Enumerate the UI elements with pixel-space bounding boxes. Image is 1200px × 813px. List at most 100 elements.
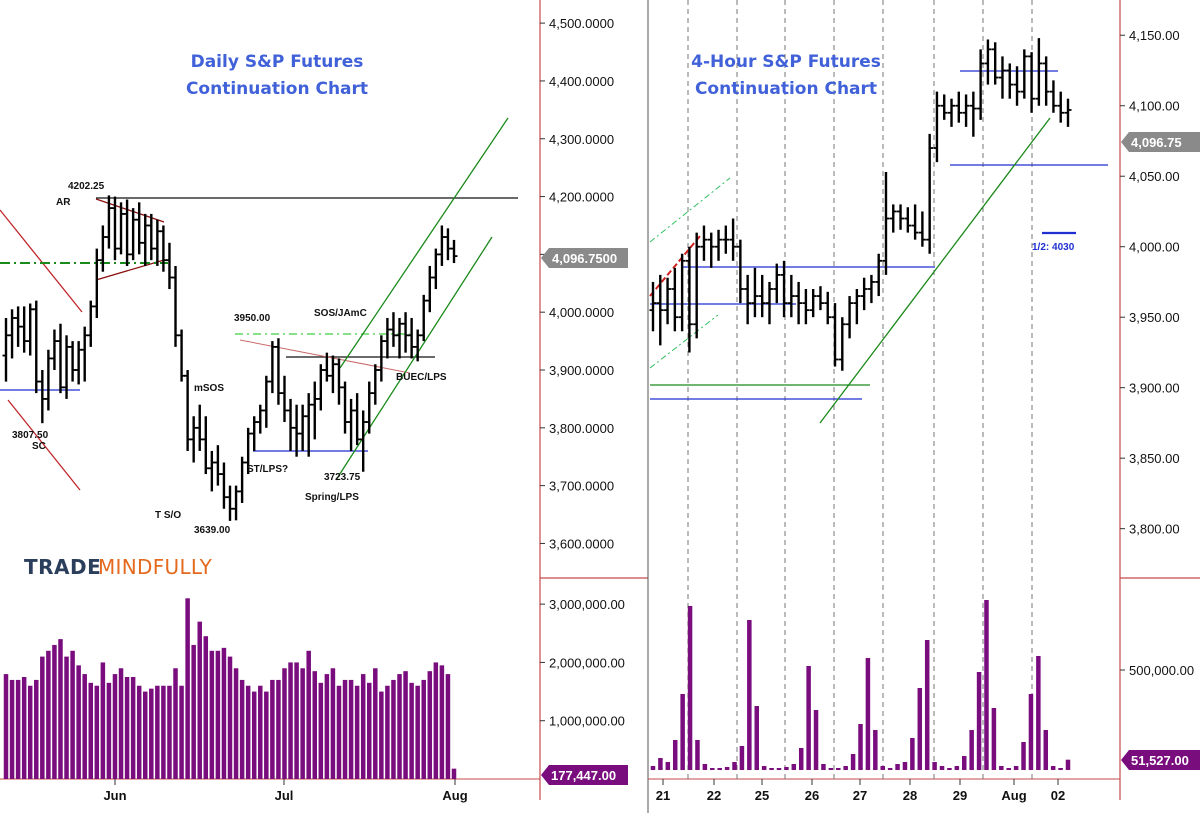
price-bar xyxy=(882,171,890,275)
volume-bar xyxy=(276,679,281,779)
price-bar xyxy=(787,274,795,318)
volume-bar xyxy=(887,768,893,770)
volume-tick-label: 2,000,000.00 xyxy=(549,655,625,670)
price-bar xyxy=(159,225,167,272)
daily-last-price-text: 4,096.7500 xyxy=(552,251,617,266)
daily-price-ticks: 3,600.0000 3,700.0000 3,800.0000 3,900.0000… xyxy=(540,16,614,551)
x-tick-label: 21 xyxy=(656,788,670,803)
price-bar xyxy=(147,213,155,261)
price-bar xyxy=(809,289,817,318)
fourhour-red-dashed xyxy=(649,235,701,297)
volume-bar xyxy=(658,758,663,770)
volume-bar xyxy=(251,691,257,779)
volume-bar xyxy=(130,677,136,779)
price-bar xyxy=(722,225,730,254)
level-3950-label: 3950.00 xyxy=(234,313,271,324)
stlps-label: ST/LPS? xyxy=(247,464,288,475)
price-bar xyxy=(824,291,832,325)
price-bar xyxy=(383,317,391,359)
price-bar xyxy=(984,39,992,85)
volume-bar xyxy=(813,710,819,770)
volume-bar xyxy=(149,688,154,779)
volume-bar xyxy=(318,682,324,779)
price-bar xyxy=(860,277,868,311)
price-bar xyxy=(955,91,963,123)
price-bar xyxy=(341,381,349,434)
fourhour-price-bars xyxy=(649,38,1072,371)
volume-bar xyxy=(865,658,871,770)
volume-bar xyxy=(40,656,45,779)
price-bar xyxy=(1064,98,1072,127)
volume-bar xyxy=(695,740,700,770)
volume-bar xyxy=(397,674,402,779)
volume-bar xyxy=(999,766,1004,770)
volume-bar xyxy=(360,674,366,779)
price-tick-label: 3,800.00 xyxy=(1129,522,1180,537)
price-bar xyxy=(129,208,137,261)
price-bar xyxy=(432,248,440,290)
volume-bar xyxy=(650,766,656,770)
price-bar xyxy=(1057,91,1065,123)
volume-bar xyxy=(3,674,9,779)
price-bar xyxy=(153,219,161,266)
x-tick-label: 26 xyxy=(805,788,819,803)
price-bar xyxy=(141,213,149,266)
volume-bar xyxy=(672,740,678,770)
price-bar xyxy=(867,274,875,304)
volume-bar xyxy=(1050,766,1056,770)
fourhour-price-ticks: 3,800.00 3,850.00 3,900.00 3,950.00 4,000.00… xyxy=(1120,28,1180,537)
price-bar xyxy=(293,404,301,457)
price-bar xyxy=(32,300,40,394)
volume-bar xyxy=(969,730,974,770)
price-bar xyxy=(831,303,839,367)
price-bar xyxy=(20,306,28,353)
volume-bar xyxy=(221,647,227,779)
volume-bar xyxy=(439,665,445,779)
price-bar xyxy=(93,248,101,318)
fourhour-volume-ticks: 500,000.00 xyxy=(1120,663,1194,678)
volume-bar xyxy=(910,738,915,770)
volume-bar xyxy=(239,679,245,779)
volume-bar xyxy=(64,656,69,779)
tso-label: T S/O xyxy=(155,510,181,521)
price-bar xyxy=(948,98,956,127)
volume-bar xyxy=(88,682,94,779)
price-tick-label: 4,400.0000 xyxy=(549,74,614,89)
price-bar xyxy=(853,289,861,325)
fourhour-green-dashdot-lower xyxy=(649,314,719,369)
volume-bar xyxy=(991,708,997,770)
price-bar xyxy=(87,300,95,347)
volume-bar xyxy=(373,668,378,779)
price-bar xyxy=(685,246,693,353)
session-separators xyxy=(687,0,1033,779)
price-bar xyxy=(165,242,173,290)
price-bar xyxy=(933,91,941,163)
price-bar xyxy=(426,265,434,313)
spring-price-label: 3723.75 xyxy=(324,472,361,483)
price-tick-label: 3,950.00 xyxy=(1129,310,1180,325)
daily-wedge-lower xyxy=(95,259,165,281)
price-bar xyxy=(226,485,234,521)
volume-bar xyxy=(732,762,737,770)
volume-bar xyxy=(902,762,908,770)
sos-jamc-label: SOS/JAmC xyxy=(314,308,367,319)
price-bar xyxy=(299,404,307,451)
logo-word-mindfully: MINDFULLY xyxy=(98,555,213,579)
volume-bar xyxy=(100,662,106,779)
price-bar xyxy=(420,294,428,342)
volume-bar xyxy=(324,674,330,779)
volume-bar xyxy=(330,668,336,779)
price-bar xyxy=(1028,52,1036,113)
volume-bar xyxy=(880,766,885,770)
daily-price-bars xyxy=(2,195,458,521)
volume-bar xyxy=(798,748,804,770)
price-bar xyxy=(1042,56,1050,106)
volume-bar xyxy=(702,764,708,770)
price-bar xyxy=(671,267,679,332)
volume-bar xyxy=(258,685,263,779)
price-bar xyxy=(99,225,107,272)
volume-bar xyxy=(191,644,196,779)
volume-bar xyxy=(776,768,782,770)
volume-bar xyxy=(717,768,722,770)
